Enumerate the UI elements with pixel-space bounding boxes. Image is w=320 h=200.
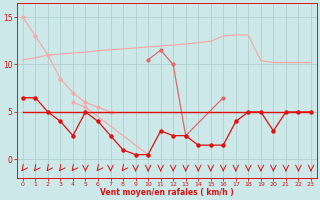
X-axis label: Vent moyen/en rafales ( km/h ): Vent moyen/en rafales ( km/h ) xyxy=(100,188,234,197)
